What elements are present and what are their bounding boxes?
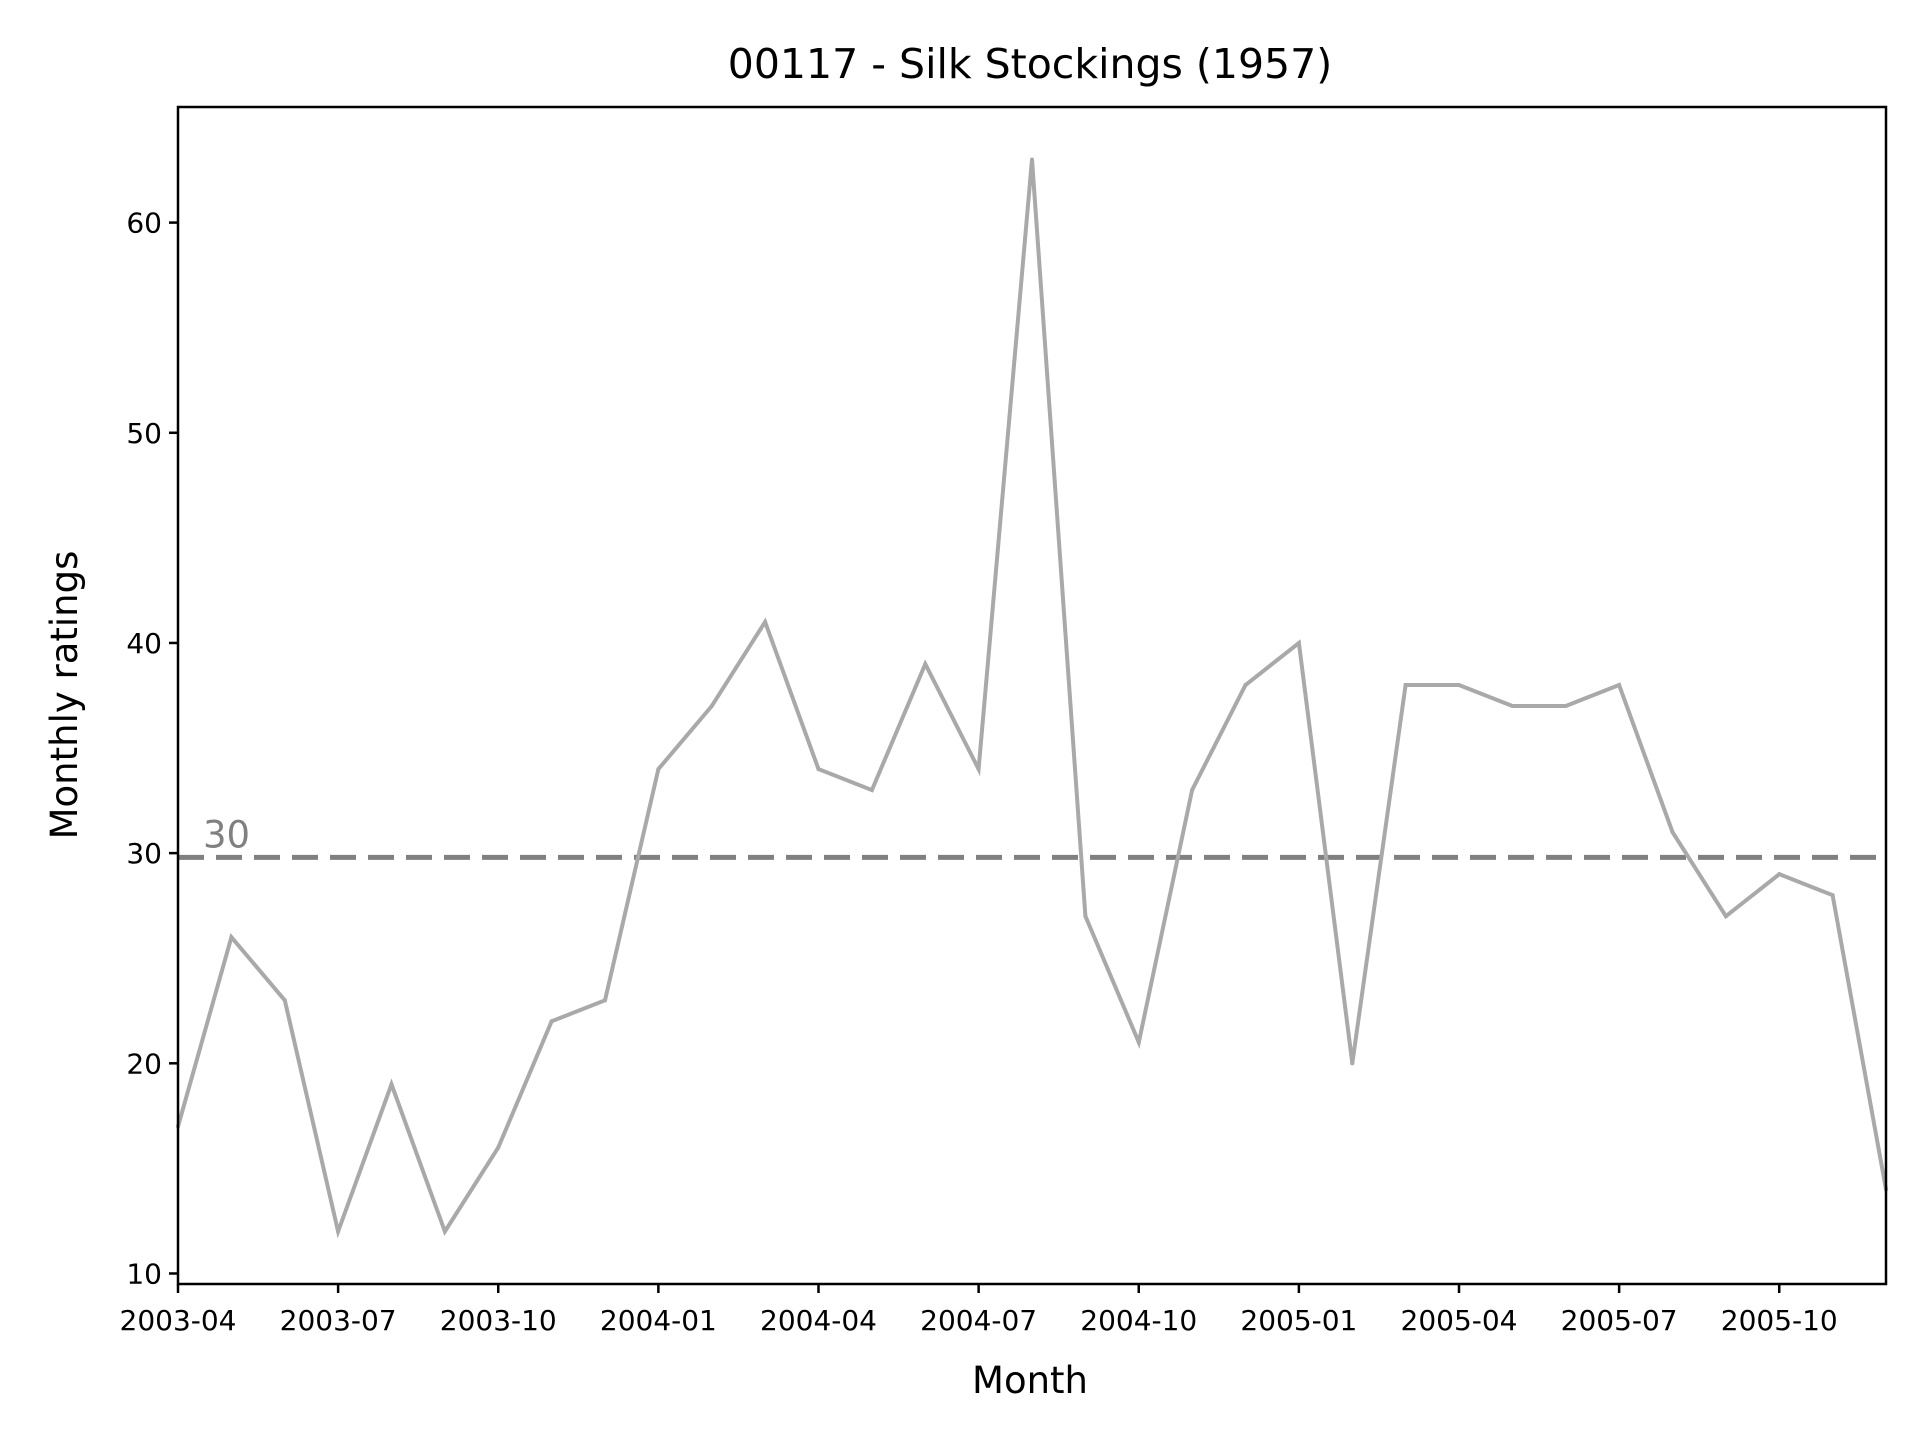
data-point — [603, 998, 607, 1003]
x-tick-label: 2005-01 — [1240, 1304, 1357, 1337]
data-point — [1030, 157, 1034, 162]
x-tick-label: 2004-04 — [760, 1304, 877, 1337]
data-point — [1243, 682, 1248, 687]
data-point — [1296, 640, 1301, 645]
x-axis-ticks: 2003-04 2003-07 2003-10 2004-01 2004-04 2004-… — [120, 1284, 1838, 1337]
plot-area-frame — [176, 105, 1888, 1286]
y-tick-label: 10 — [126, 1257, 162, 1290]
data-point — [549, 1019, 554, 1024]
data-point — [1350, 1061, 1355, 1066]
x-axis-label: Month — [972, 1359, 1088, 1402]
data-point — [496, 1145, 501, 1150]
data-point — [656, 767, 661, 772]
data-point — [976, 767, 981, 772]
data-point — [1777, 872, 1782, 877]
data-point — [1136, 1040, 1141, 1045]
data-point — [1457, 682, 1461, 687]
y-axis-label: Monthly ratings — [43, 551, 86, 840]
data-point — [816, 767, 821, 772]
data-point — [869, 788, 874, 793]
x-tick-label: 2005-07 — [1561, 1304, 1678, 1337]
x-tick-label: 2005-10 — [1721, 1304, 1838, 1337]
data-point — [1563, 704, 1568, 709]
reference-line-label: 30 — [203, 813, 250, 856]
data-point — [1617, 682, 1622, 687]
x-tick-label: 2005-04 — [1401, 1304, 1518, 1337]
data-point — [389, 1082, 394, 1087]
x-tick-label: 2004-01 — [600, 1304, 717, 1337]
y-axis-ticks: 10 20 30 40 50 60 — [126, 207, 178, 1290]
data-point — [1670, 830, 1675, 835]
x-tick-label: 2003-07 — [280, 1304, 397, 1337]
data-point — [1723, 914, 1728, 919]
data-point — [1510, 704, 1515, 709]
y-tick-label: 50 — [126, 417, 162, 450]
data-point — [1083, 914, 1088, 919]
data-point — [282, 998, 287, 1003]
y-tick-label: 60 — [126, 207, 162, 240]
chart-title: 00117 - Silk Stockings (1957) — [728, 40, 1332, 88]
data-point — [336, 1229, 341, 1234]
x-tick-label: 2004-07 — [920, 1304, 1037, 1337]
data-point — [1830, 893, 1835, 898]
y-tick-label: 30 — [126, 837, 162, 870]
y-tick-label: 20 — [126, 1047, 162, 1080]
data-point — [923, 661, 928, 666]
data-point — [763, 619, 768, 624]
data-point — [229, 935, 234, 940]
y-tick-label: 40 — [126, 627, 162, 660]
x-tick-label: 2003-04 — [120, 1304, 237, 1337]
data-point — [442, 1229, 447, 1234]
x-tick-label: 2004-10 — [1080, 1304, 1197, 1337]
data-point — [1190, 788, 1195, 793]
data-point — [1403, 682, 1408, 687]
x-tick-label: 2003-10 — [440, 1304, 557, 1337]
data-point — [709, 704, 714, 709]
